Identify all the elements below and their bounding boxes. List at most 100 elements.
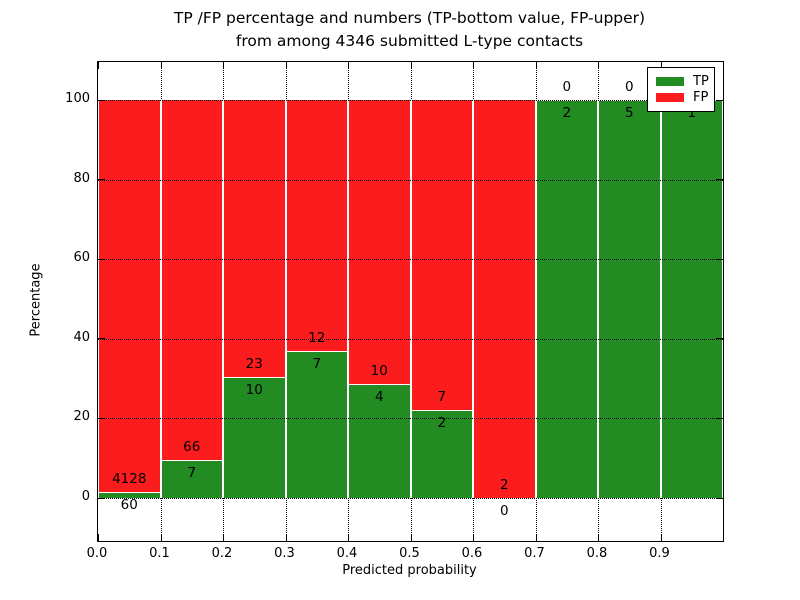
- tp-count-label: 2: [562, 105, 572, 121]
- x-tick-mark: [285, 534, 287, 541]
- legend-swatch-fp: [656, 93, 684, 103]
- x-tick-mark: [410, 62, 412, 69]
- fp-count-label: 2: [499, 477, 509, 493]
- legend: TP FP: [647, 67, 715, 112]
- x-tick-label: 0.6: [461, 546, 483, 561]
- x-tick-mark: [598, 534, 599, 541]
- grid-hline: [98, 100, 723, 101]
- plot-area: 41286066723101271047220020501TPFP: [97, 61, 724, 542]
- x-tick-label: 0.3: [274, 546, 295, 561]
- fp-count-label: 4128: [112, 471, 147, 488]
- bar-fp-segment: [160, 100, 223, 460]
- y-tick-mark: [716, 99, 723, 101]
- y-tick-label: 80: [73, 170, 90, 186]
- x-tick-mark: [348, 62, 349, 69]
- y-tick-label: 20: [73, 409, 90, 425]
- x-tick-mark: [473, 534, 474, 541]
- x-tick-mark: [473, 62, 474, 69]
- bar-tp-segment: [410, 409, 473, 498]
- legend-label: FP: [693, 90, 709, 106]
- bar-tp-segment: [98, 492, 161, 498]
- fp-count-label: 12: [308, 330, 326, 347]
- bar-fp-segment: [223, 100, 286, 378]
- legend-entry: FP: [656, 90, 709, 107]
- grid-hline: [98, 338, 723, 340]
- tp-count-label: 2: [437, 414, 447, 431]
- y-tick-mark: [98, 258, 105, 260]
- y-tick-mark: [98, 417, 105, 419]
- x-tick-label: 0.5: [399, 546, 420, 561]
- y-tick-label: 0: [81, 489, 90, 504]
- y-tick-mark: [98, 338, 105, 340]
- tp-count-label: 1: [687, 105, 697, 121]
- y-tick-mark: [716, 497, 723, 499]
- fp-count-label: 0: [562, 79, 572, 95]
- fp-count-label: 23: [245, 356, 263, 373]
- bar-tp-segment: [348, 384, 411, 498]
- bar-tp-segment: [535, 100, 598, 498]
- x-tick-label: 0.0: [86, 546, 108, 561]
- grid-hline: [98, 259, 723, 261]
- y-tick-mark: [98, 99, 105, 101]
- x-tick-label: 0.4: [336, 546, 358, 561]
- y-tick-label: 40: [73, 329, 90, 345]
- y-tick-mark: [716, 417, 723, 419]
- bar-tp-segment: [160, 459, 223, 498]
- x-tick-mark: [535, 62, 537, 69]
- y-tick-label: 60: [73, 250, 90, 266]
- x-axis-label: Predicted probability: [342, 563, 477, 578]
- bar-tp-segment: [598, 100, 661, 498]
- tp-count-label: 7: [312, 356, 322, 373]
- fp-count-label: 7: [437, 388, 447, 405]
- y-tick-label: 100: [65, 91, 90, 106]
- x-tick-mark: [598, 62, 599, 69]
- x-tick-mark: [98, 62, 99, 69]
- legend-label: TP: [693, 73, 709, 89]
- y-tick-mark: [98, 179, 105, 181]
- chart-title: TP /FP percentage and numbers (TP-bottom…: [97, 7, 722, 52]
- x-tick-mark: [98, 534, 99, 541]
- bar-fp-segment: [410, 100, 473, 410]
- tp-count-label: 4: [374, 389, 384, 406]
- y-tick-mark: [716, 258, 723, 260]
- x-tick-label: 0.2: [211, 546, 233, 561]
- x-tick-label: 0.1: [149, 546, 170, 561]
- grid-hline: [98, 179, 723, 181]
- tp-count-label: 0: [499, 503, 509, 519]
- bar-fp-segment: [285, 100, 348, 352]
- grid-hline: [98, 498, 723, 499]
- chart-title-line1: TP /FP percentage and numbers (TP-bottom…: [173, 9, 646, 27]
- tp-count-label: 5: [624, 105, 634, 121]
- x-tick-mark: [660, 534, 662, 541]
- x-tick-mark: [160, 62, 162, 69]
- tp-count-label: 10: [245, 382, 263, 399]
- y-tick-mark: [716, 179, 723, 181]
- y-axis-label: Percentage: [28, 263, 44, 337]
- bar-fp-segment: [348, 100, 411, 385]
- y-tick-mark: [98, 497, 105, 499]
- bar-fp-segment: [98, 100, 161, 493]
- fp-count-label: 0: [624, 79, 634, 95]
- x-tick-mark: [660, 62, 662, 69]
- fp-count-label: 66: [183, 438, 201, 455]
- x-tick-mark: [160, 534, 162, 541]
- bar-tp-segment: [285, 351, 348, 498]
- tp-count-label: 60: [120, 497, 138, 514]
- legend-swatch-tp: [656, 76, 684, 86]
- bar-tp-segment: [660, 100, 723, 498]
- legend-entry: TP: [656, 73, 709, 90]
- x-tick-mark: [285, 62, 287, 69]
- x-tick-mark: [535, 534, 537, 541]
- bar-tp-segment: [223, 377, 286, 498]
- x-tick-label: 0.7: [524, 546, 545, 561]
- x-tick-mark: [223, 62, 224, 69]
- x-tick-mark: [223, 534, 224, 541]
- fp-count-label: 10: [370, 363, 388, 380]
- x-tick-label: 0.9: [649, 546, 670, 561]
- chart-title-line2: from among 4346 submitted L-type contact…: [235, 31, 584, 50]
- bar-fp-segment: [473, 100, 536, 498]
- x-tick-mark: [410, 534, 412, 541]
- x-tick-label: 0.8: [586, 546, 608, 561]
- grid-hline: [98, 418, 723, 420]
